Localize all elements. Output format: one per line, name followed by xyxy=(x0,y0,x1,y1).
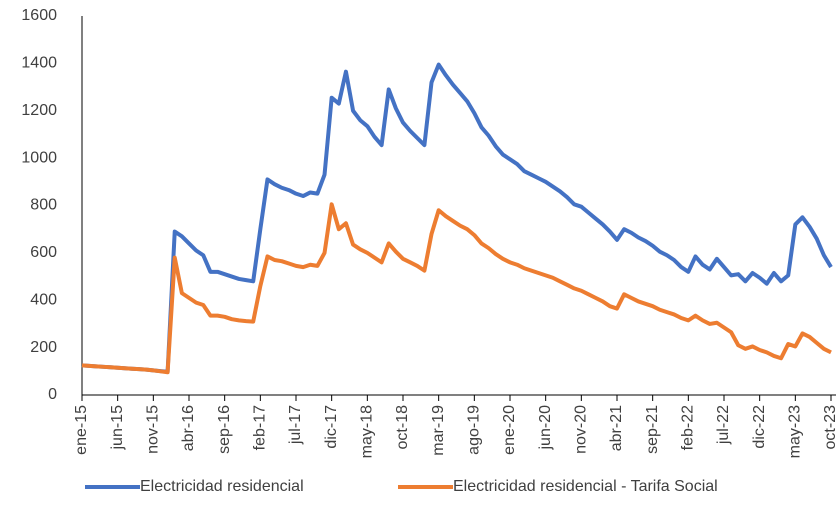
x-tick-label: may-18 xyxy=(359,405,376,458)
x-tick-label: may-23 xyxy=(787,405,804,458)
y-tick-label: 1600 xyxy=(21,7,57,24)
legend-label: Electricidad residencial xyxy=(140,478,304,495)
x-tick-label: jul-22 xyxy=(715,405,732,445)
x-tick-label: dic-22 xyxy=(751,405,768,449)
x-tick-label: abr-16 xyxy=(180,405,197,451)
y-tick-label: 1200 xyxy=(21,102,57,119)
y-tick-label: 1400 xyxy=(21,55,57,72)
y-tick-label: 1000 xyxy=(21,149,57,166)
x-tick-label: oct-23 xyxy=(822,405,836,450)
y-tick-label: 0 xyxy=(48,386,57,403)
y-tick-label: 400 xyxy=(30,291,57,308)
x-tick-label: jun-15 xyxy=(109,405,126,451)
x-tick-label: jul-17 xyxy=(287,405,304,445)
x-tick-label: sep-16 xyxy=(216,405,233,454)
y-tick-label: 600 xyxy=(30,244,57,261)
series-line xyxy=(81,202,832,375)
x-tick-label: oct-18 xyxy=(394,405,411,450)
series-line xyxy=(81,62,833,374)
legend-label: Electricidad residencial - Tarifa Social xyxy=(453,478,718,495)
x-tick-label: dic-17 xyxy=(323,405,340,449)
x-tick-label: nov-15 xyxy=(145,405,162,454)
x-tick-label: ago-19 xyxy=(466,405,483,455)
y-tick-label: 200 xyxy=(30,339,57,356)
x-tick-label: ene-15 xyxy=(73,405,90,455)
y-tick-label: 800 xyxy=(30,197,57,214)
x-tick-label: mar-19 xyxy=(430,405,447,456)
x-tick-label: feb-22 xyxy=(680,405,697,450)
x-tick-label: abr-21 xyxy=(608,405,625,451)
x-tick-label: nov-20 xyxy=(573,405,590,454)
x-tick-label: sep-21 xyxy=(644,405,661,454)
x-tick-label: feb-17 xyxy=(252,405,269,450)
x-tick-label: ene-20 xyxy=(501,405,518,455)
x-tick-label: jun-20 xyxy=(537,405,554,451)
